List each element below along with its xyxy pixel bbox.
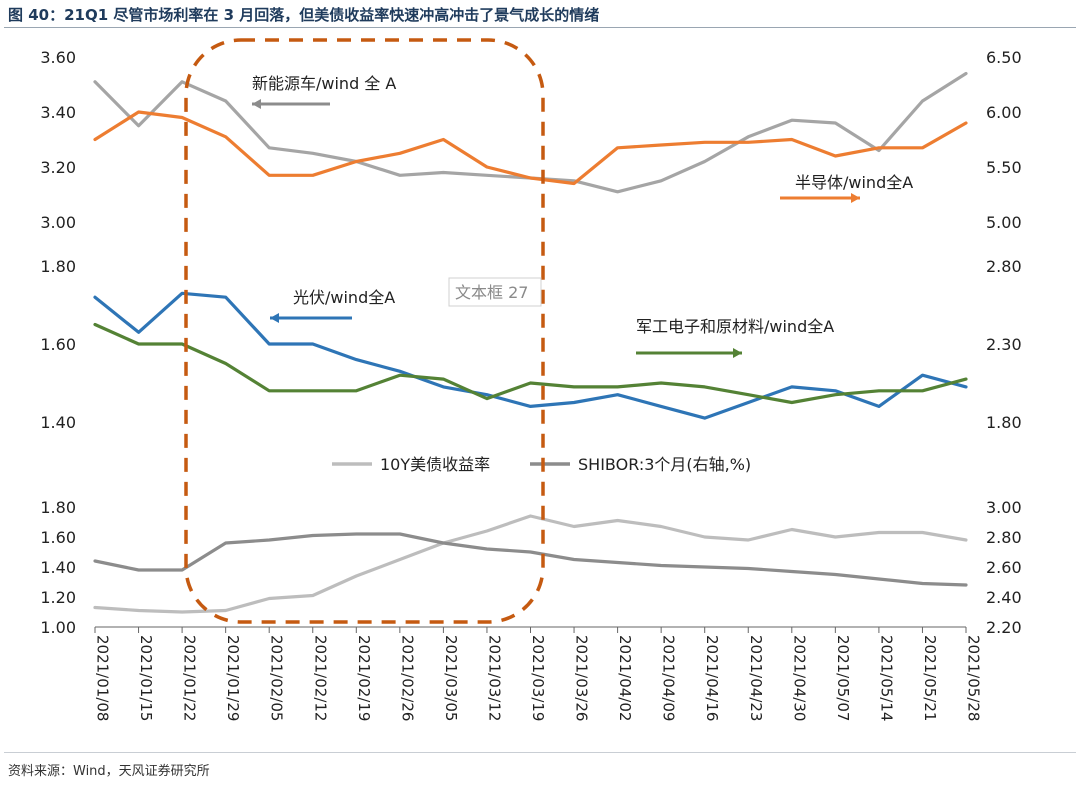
x-tick-label: 2021/03/26 (573, 635, 591, 721)
right-tick-label: 2.30 (986, 335, 1022, 354)
x-tick-label: 2021/05/07 (834, 635, 852, 721)
series-line (93, 514, 968, 614)
x-tick-label: 2021/04/09 (660, 635, 678, 721)
x-tick-label: 2021/05/14 (877, 635, 895, 721)
right-tick-label: 2.80 (986, 257, 1022, 276)
annotation-arrowhead (733, 348, 742, 358)
annotation-arrowhead (851, 193, 860, 203)
title-rule (4, 27, 1076, 28)
right-tick-label: 2.80 (986, 528, 1022, 547)
footer-rule (4, 752, 1076, 753)
annotation-arrowhead (270, 313, 279, 323)
x-tick-label: 2021/02/12 (311, 635, 329, 721)
left-tick-label: 3.60 (40, 48, 76, 67)
x-tick-label: 2021/04/02 (616, 635, 634, 721)
left-tick-label: 1.00 (40, 618, 76, 637)
figure-title: 图 40：21Q1 尽管市场利率在 3 月回落，但美债收益率快速冲高冲击了景气成… (8, 6, 600, 24)
x-tick-label: 2021/02/05 (268, 635, 286, 721)
series-line (93, 322, 968, 405)
right-tick-label: 2.20 (986, 618, 1022, 637)
right-tick-label: 6.00 (986, 103, 1022, 122)
left-tick-label: 1.60 (40, 335, 76, 354)
left-tick-label: 3.20 (40, 158, 76, 177)
series-annotation: 半导体/wind全A (795, 173, 913, 192)
right-tick-label: 5.50 (986, 158, 1022, 177)
x-tick-label: 2021/04/30 (790, 635, 808, 721)
x-tick-label: 2021/03/05 (442, 635, 460, 721)
x-tick-label: 2021/04/16 (703, 635, 721, 721)
x-tick-label: 2021/04/23 (747, 635, 765, 721)
left-tick-label: 1.40 (40, 558, 76, 577)
x-tick-label: 2021/01/22 (181, 635, 199, 721)
series-line (93, 110, 968, 186)
series-annotation: 军工电子和原材料/wind全A (636, 317, 834, 336)
right-tick-label: 2.60 (986, 558, 1022, 577)
right-tick-label: 6.50 (986, 48, 1022, 67)
series-annotation: 新能源车/wind 全 A (252, 74, 396, 93)
left-tick-label: 1.80 (40, 257, 76, 276)
left-tick-label: 1.20 (40, 588, 76, 607)
legend-label: 10Y美债收益率 (380, 455, 490, 474)
x-tick-label: 2021/01/08 (94, 635, 112, 721)
x-tick-label: 2021/02/19 (355, 635, 373, 721)
source-note: 资料来源：Wind，天风证券研究所 (8, 764, 210, 779)
left-tick-label: 1.40 (40, 413, 76, 432)
x-tick-label: 2021/03/12 (485, 635, 503, 721)
overlay-layer: 文本框 27 (184, 38, 545, 624)
left-tick-label: 1.80 (40, 498, 76, 517)
series-annotation: 光伏/wind全A (293, 288, 395, 307)
right-tick-label: 3.00 (986, 498, 1022, 517)
annotation-layer: 新能源车/wind 全 A 半导体/wind全A 光伏/wind全A 军工电子和原材料… (252, 74, 913, 474)
right-tick-label: 5.00 (986, 213, 1022, 232)
highlight-dashed-box (184, 38, 545, 624)
series-line (93, 291, 968, 420)
textbox-label: 文本框 27 (455, 283, 528, 302)
x-tick-label: 2021/01/15 (137, 635, 155, 721)
right-tick-label: 2.40 (986, 588, 1022, 607)
left-tick-label: 1.60 (40, 528, 76, 547)
x-tick-label: 2021/05/21 (921, 635, 939, 721)
x-tick-label: 2021/03/19 (529, 635, 547, 721)
x-tick-label: 2021/05/28 (965, 635, 983, 721)
right-tick-label: 1.80 (986, 413, 1022, 432)
series-layer (93, 71, 968, 614)
left-tick-label: 3.40 (40, 103, 76, 122)
series-line (93, 532, 968, 587)
annotation-arrowhead (252, 99, 261, 109)
chart-canvas: 3.60 3.40 3.20 3.00 6.50 6.00 5.50 5.00 1.80 1.60… (40, 38, 1022, 721)
textbox-frame (448, 277, 542, 307)
left-tick-label: 3.00 (40, 213, 76, 232)
x-tick-label: 2021/02/26 (398, 635, 416, 721)
legend-label: SHIBOR:3个月(右轴,%) (578, 455, 751, 474)
axes-layer: 3.60 3.40 3.20 3.00 6.50 6.00 5.50 5.00 1.80 1.60… (40, 48, 1021, 721)
x-tick-label: 2021/01/29 (224, 635, 242, 721)
